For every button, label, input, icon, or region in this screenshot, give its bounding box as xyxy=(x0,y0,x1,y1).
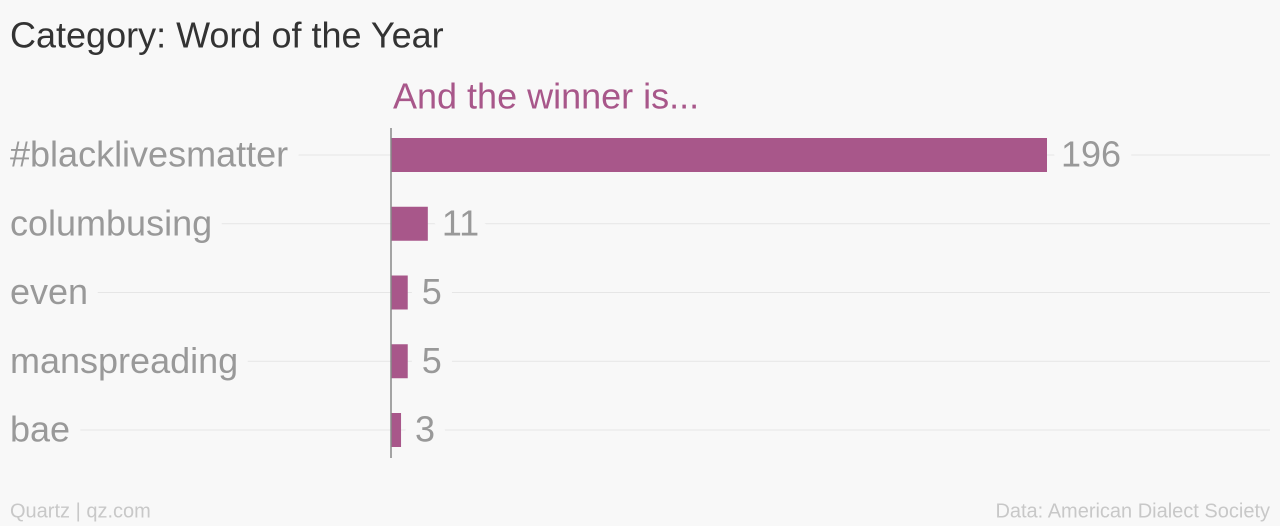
bar xyxy=(391,275,408,310)
value-label: 3 xyxy=(415,409,435,450)
value-label: 11 xyxy=(442,202,479,243)
category-label: manspreading xyxy=(10,340,238,381)
footer: Quartz | qz.com xyxy=(10,500,151,522)
source: Data: American Dialect Society xyxy=(995,500,1270,522)
category-label: bae xyxy=(10,409,70,450)
bar xyxy=(391,138,1047,172)
value-label: 196 xyxy=(1061,134,1121,175)
value-label: 5 xyxy=(422,340,442,381)
bar xyxy=(391,206,428,241)
category-label: #blacklivesmatter xyxy=(10,134,288,175)
category-label: even xyxy=(10,271,88,312)
bar xyxy=(391,413,402,447)
bar xyxy=(391,344,408,379)
value-label: 5 xyxy=(422,271,442,312)
category-label: columbusing xyxy=(10,202,212,243)
chart-title: Category: Word of the Year xyxy=(10,15,444,56)
annotation: And the winner is... xyxy=(393,76,699,117)
